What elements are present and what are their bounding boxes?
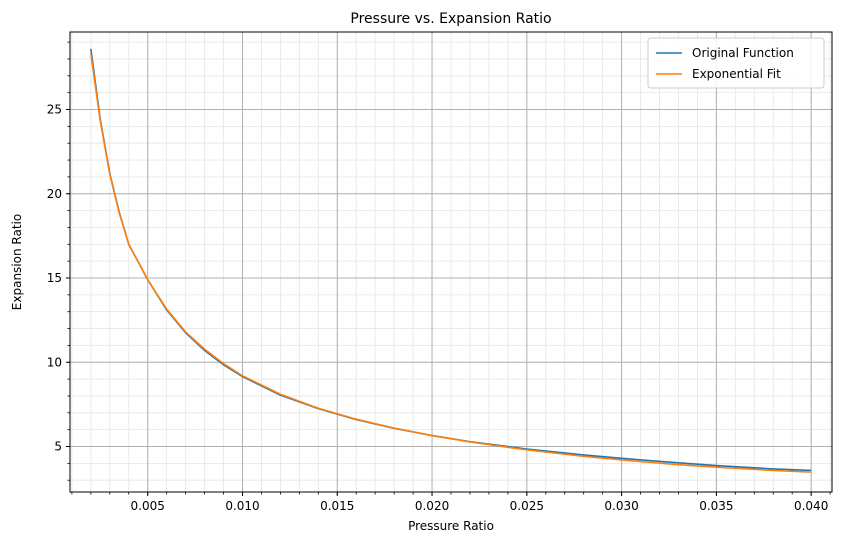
x-axis-label: Pressure Ratio	[408, 519, 494, 533]
x-axis-ticks: 0.005 0.010 0.015 0.020 0.025 0.030 0.035 0.040	[71, 492, 831, 513]
series-layer	[90, 48, 812, 473]
y-tick-label: 5	[54, 440, 62, 454]
legend-label-2: Exponential Fit	[692, 67, 781, 81]
y-tick-label: 15	[47, 271, 62, 285]
y-tick-label: 10	[47, 355, 62, 369]
y-tick-label: 25	[47, 103, 62, 117]
x-tick-label: 0.010	[225, 499, 259, 513]
legend: Original Function Exponential Fit	[647, 37, 825, 89]
legend-box	[647, 37, 825, 89]
x-tick-label: 0.025	[510, 499, 544, 513]
major-grid	[70, 32, 832, 492]
x-tick-label: 0.005	[131, 499, 165, 513]
series-line-2	[90, 53, 812, 473]
x-tick-label: 0.020	[415, 499, 449, 513]
x-tick-label: 0.015	[320, 499, 354, 513]
minor-grid	[70, 32, 832, 492]
chart-title: Pressure vs. Expansion Ratio	[350, 11, 551, 27]
y-axis-ticks: 5 10 15 20 25	[47, 41, 70, 481]
y-axis-label: Expansion Ratio	[10, 214, 24, 310]
y-tick-label: 20	[47, 187, 62, 201]
x-tick-label: 0.040	[794, 499, 828, 513]
legend-label-1: Original Function	[692, 46, 794, 60]
x-tick-label: 0.035	[699, 499, 733, 513]
x-tick-label: 0.030	[604, 499, 638, 513]
